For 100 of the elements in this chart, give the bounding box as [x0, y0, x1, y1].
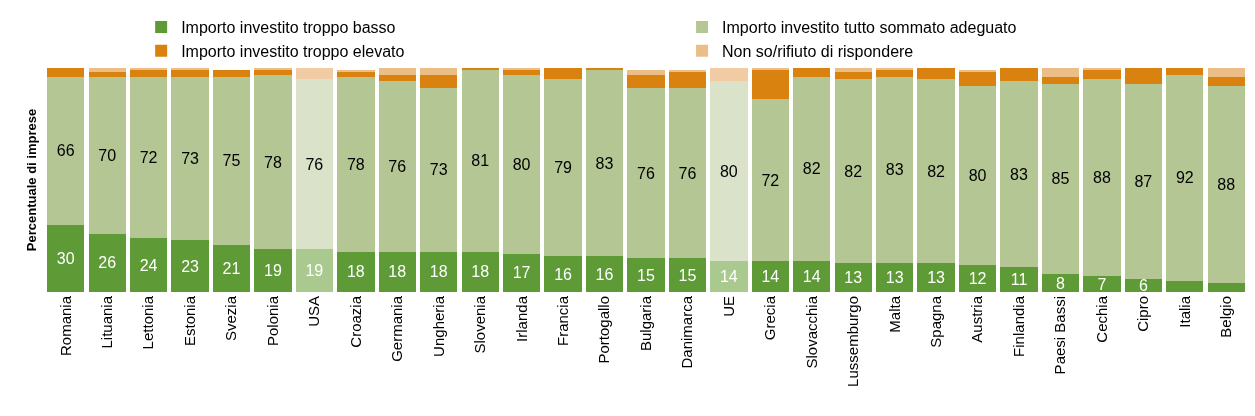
data-label: 14	[719, 267, 738, 285]
data-label: 11	[1010, 271, 1028, 289]
data-label: 14	[802, 267, 821, 285]
bar	[1041, 76, 1080, 84]
bar	[917, 79, 955, 263]
bar	[627, 70, 665, 75]
x-tick-label: Irlanda	[512, 295, 530, 342]
data-label: 83	[1010, 165, 1028, 183]
x-tick-label: Austria	[968, 295, 986, 343]
x-tick-label: Slovacchia	[802, 295, 820, 369]
data-label: 92	[1175, 169, 1194, 187]
data-label: 23	[181, 257, 200, 275]
data-label: 76	[678, 164, 697, 182]
bar	[129, 76, 168, 239]
bar	[627, 258, 665, 292]
bar	[503, 70, 541, 75]
bar	[503, 74, 541, 254]
bar	[461, 251, 499, 292]
bar	[585, 70, 624, 257]
data-label: 87	[1134, 172, 1153, 190]
data-label: 6	[1138, 276, 1148, 294]
bar	[668, 88, 707, 259]
data-label: 83	[595, 154, 614, 172]
bar	[1124, 68, 1163, 84]
bar	[378, 81, 416, 252]
data-label: 18	[471, 263, 490, 281]
bar	[1166, 280, 1204, 292]
x-tick-label: Spagna	[927, 295, 945, 348]
data-label: 76	[388, 158, 407, 176]
data-label: 88	[1217, 175, 1236, 193]
x-tick-label: Cipro	[1134, 296, 1152, 332]
data-label: 24	[139, 256, 158, 274]
x-tick-label: Estonia	[180, 295, 198, 347]
data-label: 18	[388, 263, 407, 281]
bar	[171, 76, 209, 241]
bar	[793, 68, 831, 77]
data-label: 79	[554, 159, 573, 177]
bar	[627, 88, 665, 259]
bar	[1207, 76, 1245, 86]
bar	[958, 72, 997, 86]
bar	[544, 68, 582, 80]
x-tick-label: Finlandia	[1009, 295, 1027, 357]
x-tick-label: Slovenia	[471, 295, 489, 354]
bar	[627, 74, 665, 89]
bar	[1207, 283, 1245, 292]
bar	[544, 79, 582, 257]
legend-label: Importo investito troppo basso	[181, 19, 396, 37]
bar	[88, 76, 126, 234]
bar	[1166, 74, 1204, 281]
bar	[378, 68, 416, 75]
data-label: 13	[927, 268, 946, 286]
bar	[337, 72, 375, 77]
data-label: 80	[719, 162, 738, 180]
bar	[876, 76, 914, 263]
data-label: 85	[1051, 170, 1070, 188]
bar	[212, 76, 251, 245]
data-label: 76	[305, 155, 324, 173]
bar	[337, 251, 375, 292]
bar	[171, 240, 209, 292]
x-tick-label: USA	[305, 296, 323, 327]
x-tick-label: Polonia	[263, 295, 281, 347]
data-label: 19	[264, 262, 282, 280]
bar	[585, 256, 624, 292]
x-tick-label: Danimarca	[678, 295, 696, 369]
bar	[1207, 85, 1245, 284]
data-label: 16	[554, 265, 573, 283]
bar	[1166, 68, 1204, 75]
legend-label: Importo investito troppo elevato	[181, 42, 405, 60]
data-label: 82	[802, 160, 821, 178]
bar	[420, 88, 458, 252]
bar	[254, 74, 292, 250]
bar	[47, 68, 85, 77]
bar	[1000, 81, 1038, 268]
bar	[751, 70, 789, 100]
data-label: 72	[761, 171, 780, 189]
bar	[420, 68, 458, 75]
bar	[710, 68, 748, 82]
bar	[47, 224, 85, 292]
bar	[254, 68, 292, 71]
x-tick-label: Svezia	[222, 295, 240, 342]
bar	[378, 251, 416, 292]
data-label: 30	[56, 249, 75, 267]
data-label: 16	[595, 265, 614, 283]
bar	[1000, 68, 1038, 82]
x-tick-label: Germania	[388, 295, 406, 362]
bar	[503, 253, 541, 292]
bar	[751, 99, 789, 261]
x-tick-label: Francia	[553, 295, 571, 347]
bar	[1124, 83, 1163, 279]
bar	[420, 74, 458, 89]
bar	[212, 244, 251, 292]
data-label: 78	[346, 155, 365, 173]
bar	[1207, 68, 1245, 77]
data-label: 66	[56, 142, 75, 160]
bar	[337, 70, 375, 73]
bar	[710, 260, 748, 292]
data-label: 78	[264, 153, 282, 171]
data-label: 12	[968, 270, 987, 288]
bar	[254, 249, 292, 292]
data-label: 19	[305, 262, 324, 280]
